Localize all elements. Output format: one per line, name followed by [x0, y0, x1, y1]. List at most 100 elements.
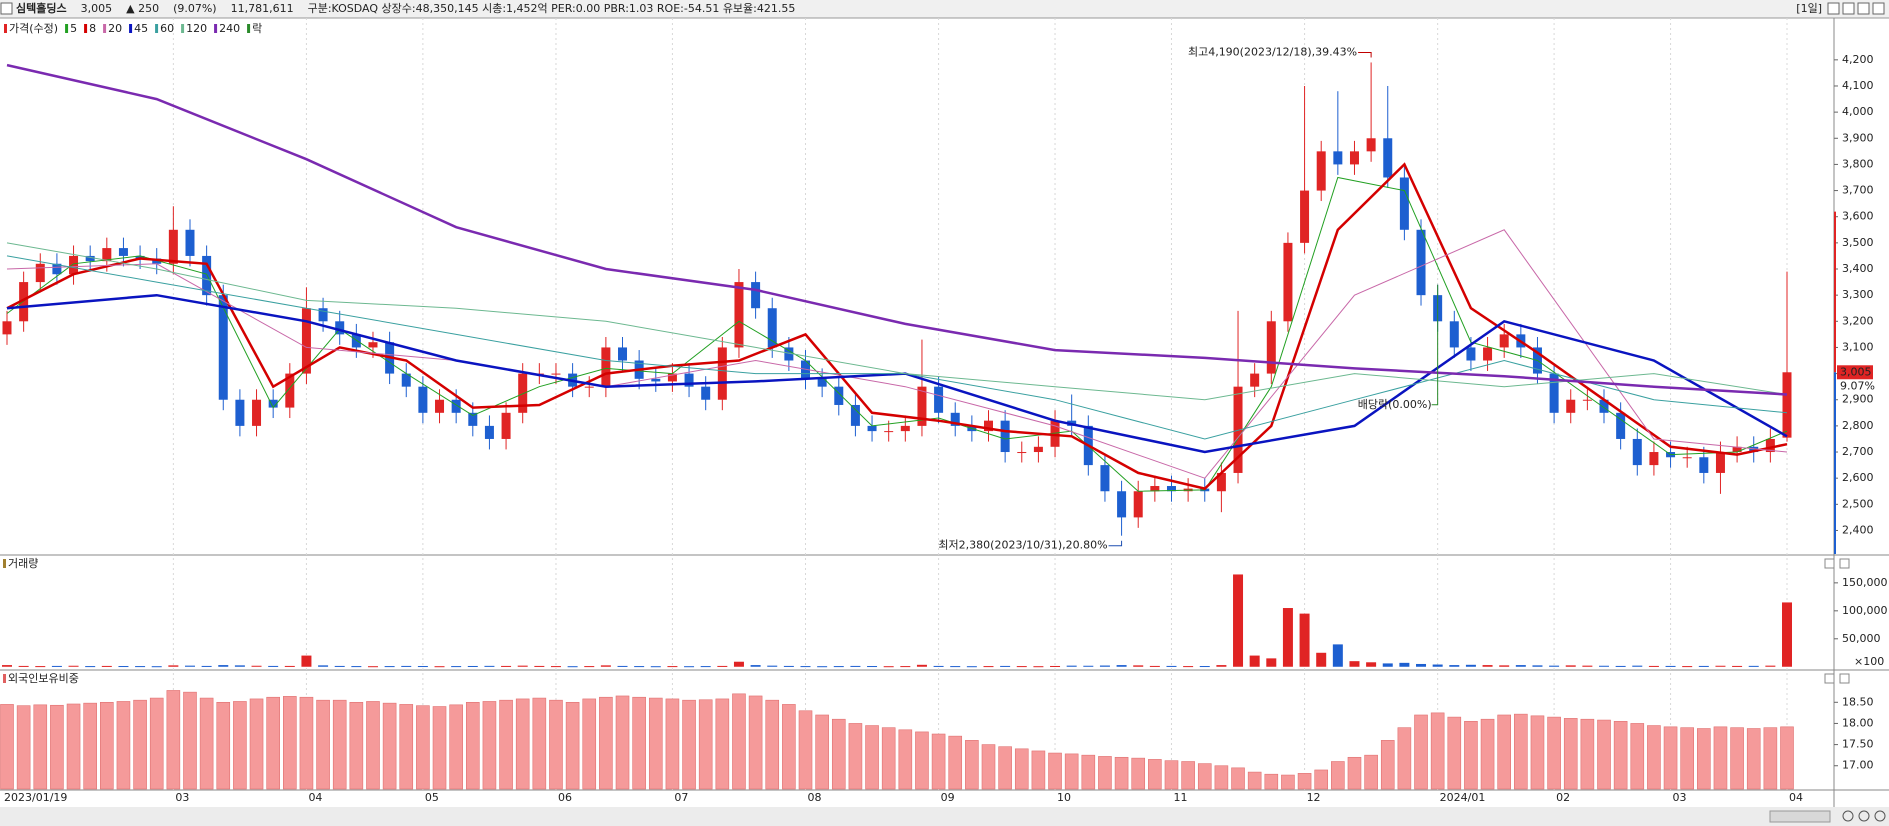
candle-body: [900, 425, 910, 432]
foreign-bar: [0, 704, 14, 790]
panel-button[interactable]: [1839, 673, 1850, 684]
last-change-label: 9.07%: [1840, 379, 1875, 392]
y-tick-label: 4,000: [1842, 105, 1874, 118]
volume-bar: [1465, 664, 1476, 667]
foreign-bar: [748, 695, 763, 790]
candle-body: [185, 229, 195, 256]
candle-body: [1033, 446, 1043, 453]
zoom-button[interactable]: [1874, 810, 1886, 822]
foreign-bar: [1064, 753, 1079, 790]
volume-bar: [151, 666, 162, 668]
foreign-bar: [100, 701, 114, 790]
foreign-bar: [1663, 726, 1678, 790]
volume-bar: [1732, 665, 1743, 667]
foreign-bar: [83, 702, 97, 790]
foreign-bar: [732, 693, 746, 790]
candle-body: [2, 321, 12, 335]
y-tick-label: 3,900: [1842, 131, 1874, 144]
foreign-bar: [848, 723, 863, 790]
y-tick-label: 3,800: [1842, 157, 1874, 170]
x-tick-label: 02: [1556, 791, 1570, 804]
x-tick-label: 03: [175, 791, 189, 804]
volume-bar: [251, 665, 262, 667]
foreign-bar: [249, 698, 264, 790]
foreign-bar: [1164, 760, 1179, 790]
candle-body: [135, 255, 145, 259]
candle-body: [468, 412, 478, 426]
volume-bar: [916, 664, 927, 667]
volume-bar: [168, 665, 179, 667]
zoom-button[interactable]: [1858, 810, 1870, 822]
candle-body: [1399, 177, 1409, 230]
volume-bar: [966, 666, 977, 668]
volume-bar: [1648, 665, 1659, 667]
scrollbar[interactable]: [0, 807, 1889, 826]
volume-bar: [2, 665, 12, 667]
window-button[interactable]: [1872, 2, 1885, 15]
volume-bar: [1682, 666, 1693, 668]
foreign-bar: [166, 690, 181, 790]
foreign-bar: [1563, 718, 1578, 790]
candle-body: [1017, 452, 1027, 454]
window-button[interactable]: [1842, 2, 1855, 15]
volume-bar: [234, 665, 245, 667]
foreign-bar: [1497, 714, 1511, 790]
volume-bar: [218, 665, 229, 667]
window-button[interactable]: [1857, 2, 1870, 15]
legend-swatch: [4, 24, 7, 33]
candle-body: [1582, 399, 1592, 401]
candle-body: [834, 386, 844, 405]
candle-body: [1366, 138, 1376, 152]
volume-bar: [733, 661, 744, 667]
x-tick-label: 10: [1057, 791, 1071, 804]
volume-bar: [1665, 665, 1676, 667]
header-checkbox[interactable]: [0, 2, 13, 15]
volume-bar: [384, 666, 395, 668]
candle-body: [1566, 399, 1576, 413]
foreign-bar: [615, 695, 630, 790]
window-button[interactable]: [1827, 2, 1840, 15]
candle-body: [52, 263, 62, 275]
candle-body: [1599, 399, 1609, 413]
foreign-bar: [266, 696, 280, 790]
annotation-arrow: [1108, 540, 1123, 547]
panel-button[interactable]: [1824, 558, 1835, 569]
foreign-bar: [465, 701, 480, 790]
foreign-bar: [1580, 718, 1595, 790]
candle-body: [501, 412, 511, 439]
candle-body: [817, 378, 827, 387]
volume-bar: [1432, 664, 1443, 667]
foreign-bar: [915, 731, 929, 790]
foreign-bar: [1297, 773, 1312, 790]
y-tick-label: 18.50: [1842, 695, 1874, 708]
volume-bar: [1199, 666, 1210, 668]
ma-line: [6, 162, 1788, 490]
scroll-thumb[interactable]: [1769, 810, 1831, 823]
foreign-bar: [698, 699, 713, 790]
period-label[interactable]: [1일]: [1796, 1, 1822, 15]
volume-bar: [1382, 663, 1393, 667]
panel-button[interactable]: [1839, 558, 1850, 569]
foreign-bar: [1514, 713, 1528, 790]
x-tick-label: 06: [558, 791, 572, 804]
candle-body: [950, 412, 960, 426]
high-annotation: 최고4,190(2023/12/18),39.43%: [1188, 45, 1357, 58]
volume-bar: [1549, 665, 1560, 667]
volume-bar: [1332, 644, 1343, 667]
volume-bar: [817, 666, 828, 668]
foreign-bar: [865, 725, 879, 790]
foreign-bar: [632, 696, 646, 790]
foreign-bar: [665, 698, 680, 790]
foreign-bar: [1331, 761, 1345, 790]
panel-button[interactable]: [1824, 673, 1835, 684]
x-tick-label: 11: [1173, 791, 1187, 804]
volume-bar: [18, 665, 29, 667]
candle-body: [35, 263, 45, 283]
zoom-button[interactable]: [1842, 810, 1854, 822]
ma-line: [6, 242, 1788, 401]
candle-body: [1100, 465, 1110, 492]
candle-body: [867, 425, 877, 432]
volume-bar: [534, 665, 545, 667]
y-tick-label: 3,400: [1842, 262, 1874, 275]
y-tick-label: 17.50: [1842, 738, 1874, 751]
